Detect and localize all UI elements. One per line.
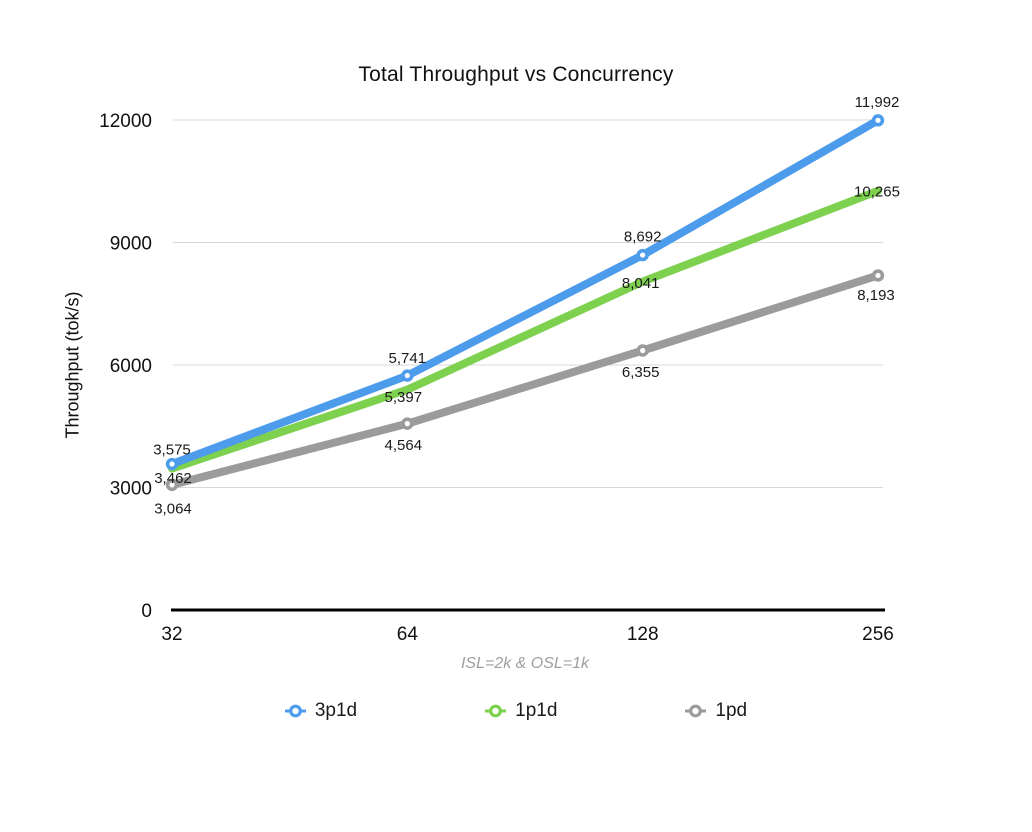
- line-marker-icon: [685, 704, 707, 717]
- data-point-marker-center: [169, 482, 175, 488]
- x-tick-label: 256: [862, 624, 894, 645]
- x-tick-label: 128: [627, 624, 659, 645]
- data-point-label: 8,193: [857, 287, 895, 304]
- series-line-3p1d: [168, 116, 882, 469]
- data-point-label: 10,265: [854, 183, 900, 200]
- data-point-marker-center: [875, 117, 881, 123]
- chart-title: Total Throughput vs Concurrency: [358, 63, 674, 86]
- legend-item-1pd: 1pd: [685, 701, 747, 720]
- legend-item-label: 3p1d: [314, 700, 358, 721]
- y-tick-label: 9000: [110, 234, 152, 255]
- data-point-label: 11,992: [855, 94, 900, 111]
- legend-item-label: 1p1d: [515, 700, 558, 721]
- y-tick-label: 12000: [99, 111, 152, 132]
- legend-item-3p1d: 3p1d: [284, 700, 358, 721]
- data-point-label: 6,355: [622, 364, 660, 381]
- line-marker-icon: [284, 704, 306, 717]
- legend: 3p1d 1p1d 1pd: [0, 701, 1032, 720]
- data-point-label: 4,564: [385, 437, 423, 454]
- legend-item-1p1d: 1p1d: [485, 701, 557, 720]
- data-point-marker-center: [640, 347, 646, 354]
- x-tick-label: 64: [397, 624, 419, 645]
- data-point-label: 5,397: [385, 389, 423, 406]
- data-point-label: 3,575: [153, 442, 191, 459]
- data-point-label: 3,064: [154, 500, 192, 517]
- data-point-marker-center: [404, 372, 410, 379]
- line-marker-icon: [485, 704, 507, 717]
- y-tick-label: 3000: [110, 479, 152, 500]
- data-point-label: 8,041: [622, 275, 660, 292]
- data-point-label: 3,462: [154, 470, 192, 487]
- data-point-marker-center: [169, 461, 175, 467]
- x-tick-label: 32: [161, 624, 182, 645]
- y-tick-label: 0: [141, 601, 152, 622]
- series-line-1pd: [168, 271, 882, 489]
- x-axis-caption: ISL=2k & OSL=1k: [460, 655, 590, 672]
- y-tick-label: 6000: [110, 356, 152, 377]
- data-point-marker-center: [404, 421, 410, 427]
- data-point-label: 8,692: [624, 229, 662, 246]
- data-point-marker-center: [875, 272, 881, 279]
- series-line-1p1d: [168, 186, 882, 473]
- data-point-marker-center: [640, 252, 646, 258]
- data-point-label: 5,741: [389, 350, 427, 367]
- legend-item-label: 1pd: [715, 700, 748, 721]
